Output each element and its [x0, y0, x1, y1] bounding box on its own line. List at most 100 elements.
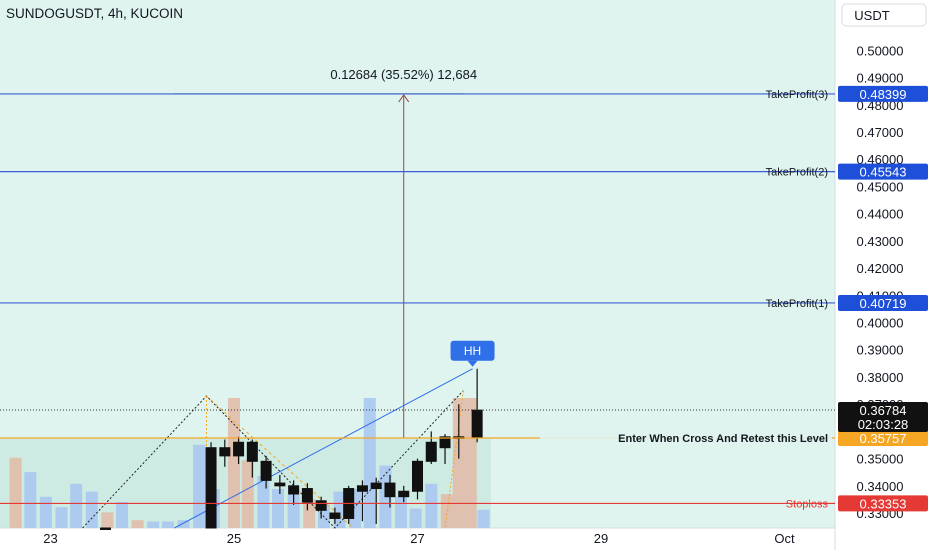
entry-level-label: Enter When Cross And Retest this Level [618, 433, 828, 445]
time-axis-ticks: 23 25 27 29 Oct [43, 531, 795, 546]
entry-level[interactable]: Enter When Cross And Retest this Level 0.… [0, 428, 928, 446]
candle [412, 458, 423, 500]
candle-body [370, 482, 382, 490]
volume-bar [161, 521, 174, 528]
candle-body [315, 500, 327, 511]
take-profit-1-price-label: 0.40719 [860, 296, 907, 311]
stoploss[interactable]: Stoploss 0.33353 [0, 495, 928, 512]
take-profit-3-label: TakeProfit(3) [766, 89, 828, 101]
time-axis-background[interactable] [0, 528, 835, 550]
candle-body [246, 441, 258, 462]
take-profit-2-price-label: 0.45543 [860, 165, 907, 180]
candle [384, 474, 396, 508]
volume-bar [24, 472, 37, 528]
trend-line-segment[interactable] [174, 368, 473, 529]
time-tick-label: 29 [594, 531, 608, 546]
price-tick-label: 0.45000 [857, 179, 904, 194]
currency-button[interactable]: USDT [841, 3, 927, 27]
candle-body [439, 436, 451, 449]
candle-body [471, 409, 483, 438]
candle [315, 496, 327, 519]
bar-countdown: 02:03:28 [858, 417, 909, 432]
volume-bar [241, 460, 254, 528]
volume-bar [477, 509, 490, 528]
price-tick-label: 0.40000 [857, 316, 904, 331]
hh-annotation[interactable]: HH [450, 340, 495, 367]
volume-bar [425, 483, 438, 528]
volume-bar [193, 444, 206, 528]
candle [233, 436, 245, 465]
stoploss-price-tag [838, 495, 928, 512]
candle [425, 431, 437, 465]
take-profit-2-label: TakeProfit(2) [766, 167, 828, 179]
hh-badge-box[interactable] [450, 340, 495, 361]
price-tick-label: 0.46000 [857, 152, 904, 167]
stoploss-price-label: 0.33353 [860, 496, 907, 511]
volume-bar [227, 398, 240, 528]
volume-bar [363, 398, 376, 528]
candle [288, 480, 300, 505]
price-tick-label: 0.39000 [857, 343, 904, 358]
time-tick-label: 23 [43, 531, 57, 546]
volume-bar [116, 502, 129, 528]
candle [343, 485, 355, 524]
volume-bar [394, 496, 407, 528]
entry-level-price-tag [838, 429, 928, 446]
volume-bar [131, 520, 144, 528]
candle [274, 474, 286, 494]
price-tick-label: 0.44000 [857, 207, 904, 222]
candle [439, 434, 451, 465]
candle [356, 480, 368, 522]
time-tick-label: Oct [774, 531, 795, 546]
candle-body [100, 527, 112, 530]
take-profit-2[interactable]: TakeProfit(2) 0.45543 [0, 163, 928, 180]
current-price-tag [838, 402, 928, 433]
take-profit-3-price-label: 0.48399 [860, 87, 907, 102]
take-profit-3[interactable]: TakeProfit(3) 0.48399 [0, 85, 928, 102]
volume-bar [287, 494, 300, 528]
hh-badge[interactable]: HH [450, 340, 495, 367]
candle-body [219, 447, 231, 457]
take-profit-3-price-tag [838, 85, 928, 102]
price-tick-label: 0.47000 [857, 125, 904, 140]
candle-body [425, 441, 437, 462]
candle-body [205, 447, 217, 529]
volume-bar [101, 512, 114, 528]
candle [205, 442, 217, 529]
volume-bar [39, 496, 52, 528]
candle [246, 439, 258, 478]
current-price-label: 0.36784 [860, 403, 907, 418]
price-tick-label: 0.38000 [857, 370, 904, 385]
trade-levels[interactable]: TakeProfit(3) 0.48399 TakeProfit(2) 0.45543… [0, 85, 928, 512]
take-profit-1-label: TakeProfit(1) [766, 298, 828, 310]
time-tick-label: 25 [227, 531, 241, 546]
currency-button-label[interactable]: USDT [854, 8, 889, 23]
candle [398, 485, 410, 503]
price-tick-label: 0.42000 [857, 261, 904, 276]
zigzag-orange [444, 390, 464, 529]
candle-body [260, 460, 272, 481]
candle-body [329, 512, 341, 519]
volume-bar [85, 491, 98, 528]
zigzag-orange [206, 395, 354, 529]
chart-title: SUNDOGUSDT, 4h, KUCOIN [6, 6, 183, 21]
take-profit-1-price-tag [838, 294, 928, 311]
candle-body [384, 482, 396, 498]
price-tick-label: 0.50000 [857, 43, 904, 58]
trend-line[interactable] [174, 368, 473, 529]
time-tick-label: 27 [410, 531, 424, 546]
hh-label: HH [464, 344, 481, 358]
candle [370, 477, 382, 524]
entry-level-price-label: 0.35757 [860, 431, 907, 446]
entry-label-bg [540, 428, 832, 445]
price-tick-label: 0.35000 [857, 452, 904, 467]
candlesticks [100, 368, 483, 530]
volume-bar [147, 521, 160, 528]
candle [329, 507, 341, 524]
price-tick-label: 0.43000 [857, 234, 904, 249]
volume-bar [257, 476, 270, 528]
take-profit-1[interactable]: TakeProfit(1) 0.40719 [0, 294, 928, 311]
volume-bar [272, 489, 285, 528]
